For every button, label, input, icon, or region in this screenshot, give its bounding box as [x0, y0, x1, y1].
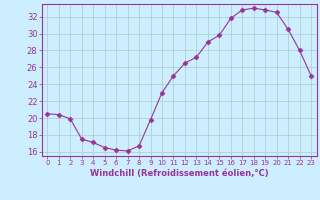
X-axis label: Windchill (Refroidissement éolien,°C): Windchill (Refroidissement éolien,°C) — [90, 169, 268, 178]
